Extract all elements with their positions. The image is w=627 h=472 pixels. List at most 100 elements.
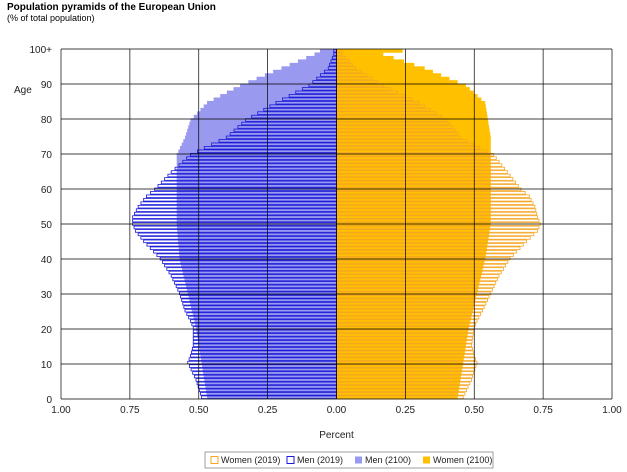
x-tick-label: 0.00 <box>327 405 347 416</box>
bar-men-2100-age-55 <box>176 204 337 209</box>
bar-women-2100-age-46 <box>336 236 489 240</box>
bar-men-2100-age-34 <box>184 277 337 282</box>
bar-women-2100-age-1 <box>336 392 459 396</box>
bar-women-2100-age-12 <box>336 353 465 358</box>
x-tick-label: 0.50 <box>465 405 485 416</box>
bar-men-2100-age-81 <box>193 114 337 119</box>
bar-women-2100-age-64 <box>336 173 491 178</box>
bar-men-2100-age-69 <box>176 156 337 161</box>
bar-women-2100-age-56 <box>336 201 491 206</box>
bar-men-2100-age-73 <box>181 142 337 147</box>
bar-men-2100-age-44 <box>178 243 337 247</box>
bar-men-2100-age-82 <box>197 111 337 116</box>
bar-men-2100-age-61 <box>176 184 337 188</box>
bar-women-2100-age-77 <box>336 128 490 133</box>
bar-men-2100-age-0 <box>207 395 337 400</box>
x-tick-label: 0.25 <box>396 405 416 416</box>
chart-title: Population pyramids of the European Unio… <box>7 2 216 13</box>
bar-men-2100-age-70 <box>176 152 337 157</box>
bar-women-2100-age-69 <box>336 156 491 161</box>
legend-swatch <box>355 456 362 464</box>
bar-women-2100-age-45 <box>336 239 489 244</box>
y-tick-label: 70 <box>41 150 53 161</box>
bar-women-2100-age-75 <box>336 135 491 140</box>
x-tick-label: 1.00 <box>51 405 71 416</box>
bar-men-2100-age-66 <box>176 166 337 171</box>
bar-men-2100-age-35 <box>183 274 337 279</box>
legend-label: Women (2100) <box>433 455 492 465</box>
bar-women-2100-age-10 <box>336 360 464 365</box>
bar-men-2100-age-45 <box>178 239 337 244</box>
bar-women-2100-age-47 <box>336 232 490 237</box>
y-tick-label: 100+ <box>29 45 52 56</box>
y-tick-label: 80 <box>41 115 53 126</box>
bar-men-2100-age-22 <box>194 319 337 324</box>
bar-men-2100-age-97 <box>297 59 337 64</box>
bar-men-2100-age-36 <box>182 270 337 275</box>
bar-women-2100-age-87 <box>336 94 478 98</box>
bar-men-2100-age-56 <box>176 201 337 206</box>
bar-women-2100-age-4 <box>336 381 460 386</box>
bar-men-2100-age-62 <box>176 180 337 185</box>
bar-men-2100-age-78 <box>188 125 337 130</box>
bar-women-2100-age-65 <box>336 170 491 175</box>
bar-women-2100-age-37 <box>336 267 483 272</box>
bar-men-2100-age-19 <box>196 329 337 334</box>
y-tick-label: 90 <box>41 80 53 91</box>
bar-men-2100-age-51 <box>176 218 337 223</box>
bar-women-2100-age-97 <box>336 59 404 64</box>
bar-women-2100-age-3 <box>336 385 460 389</box>
bar-women-2100-age-98 <box>336 55 394 60</box>
bar-women-2100-age-90 <box>336 83 466 88</box>
bar-men-2100-age-54 <box>176 208 337 213</box>
legend-box <box>204 451 494 469</box>
bar-women-2100-age-6 <box>336 374 462 379</box>
bar-men-2100-age-63 <box>176 177 337 181</box>
bar-men-2100-age-58 <box>176 194 337 199</box>
bar-women-2100-age-30 <box>336 291 478 296</box>
bar-women-2100-age-29 <box>336 295 477 299</box>
bar-women-2100-age-53 <box>336 211 491 216</box>
x-tick-label: 0.50 <box>189 405 209 416</box>
bar-men-2100-age-67 <box>176 163 337 168</box>
bar-men-2100-age-99 <box>314 52 337 57</box>
bar-women-2100-age-72 <box>336 146 491 150</box>
bar-women-2100-age-89 <box>336 87 470 91</box>
bar-men-2100-age-80 <box>190 118 337 123</box>
bar-women-2100-age-13 <box>336 350 465 355</box>
bar-women-2100-age-81 <box>336 114 488 119</box>
legend: Women (2019) Men (2019) Men (2100) Women (2… <box>204 451 494 469</box>
bar-men-2100-age-37 <box>181 267 337 272</box>
bar-women-2100-age-68 <box>336 159 491 164</box>
y-axis-label: Age <box>14 85 32 96</box>
bar-men-2100-age-65 <box>176 170 337 175</box>
bar-men-2100-age-83 <box>200 107 337 112</box>
bar-men-2100-age-4 <box>204 381 337 386</box>
bar-women-2100-age-61 <box>336 184 491 188</box>
bar-men-2100-age-68 <box>176 159 337 164</box>
bar-women-2100-age-86 <box>336 97 482 102</box>
bar-women-2100-age-0 <box>336 395 458 400</box>
bar-women-2100-age-44 <box>336 243 488 247</box>
bar-women-2100-age-96 <box>336 62 415 67</box>
x-tick-label: 1.00 <box>602 405 622 416</box>
bar-women-2100-age-21 <box>336 322 470 327</box>
bar-women-2100-age-25 <box>336 308 473 313</box>
bar-women-2100-age-7 <box>336 371 462 376</box>
bar-women-2100-age-92 <box>336 76 450 81</box>
bar-women-2100-age-2 <box>336 388 459 393</box>
bar-men-2100-age-28 <box>189 298 337 303</box>
bar-women-2100-age-34 <box>336 277 481 282</box>
legend-label: Women (2019) <box>221 455 280 465</box>
bar-men-2100-age-32 <box>186 284 337 289</box>
x-axis-label: Percent <box>319 430 354 441</box>
bar-men-2100-age-57 <box>176 198 337 202</box>
bar-men-2100-age-5 <box>204 378 337 382</box>
bar-women-2100-age-91 <box>336 80 458 84</box>
bar-women-2100-age-94 <box>336 69 433 74</box>
bar-women-2100-age-85 <box>336 100 486 105</box>
bar-women-2100-age-15 <box>336 343 466 348</box>
legend-label: Men (2019) <box>297 455 343 465</box>
bar-men-2100-age-18 <box>197 333 337 337</box>
bar-men-2100-age-49 <box>176 225 337 230</box>
